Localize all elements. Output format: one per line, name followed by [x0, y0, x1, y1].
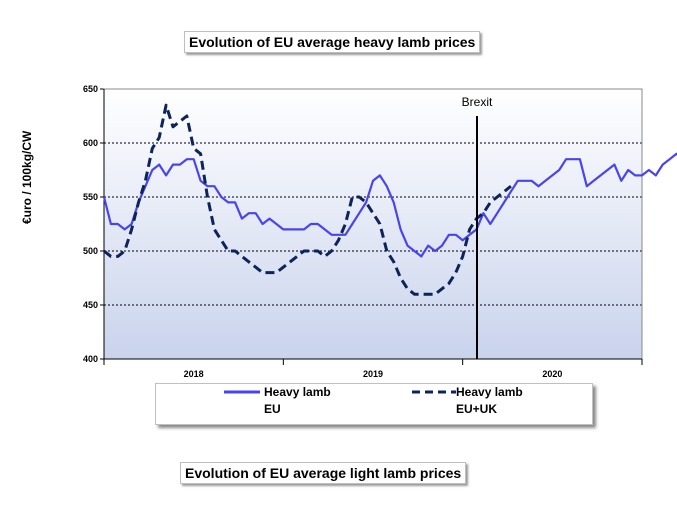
y-tick-label: 550: [83, 192, 98, 202]
x-tick-label: 2018: [184, 369, 204, 379]
legend-eu-label-1: Heavy lamb: [264, 385, 331, 399]
series-line-heavy-lamb-eu: [102, 152, 677, 258]
legend-euuk-label-2: EU+UK: [456, 402, 498, 416]
x-tick-label: 2020: [542, 369, 562, 379]
legend-euuk-swatch: [412, 390, 456, 394]
legend-eu-swatch: [224, 390, 260, 394]
y-tick-label: 600: [83, 138, 98, 148]
y-tick-label: 650: [83, 84, 98, 94]
y-tick-label: 450: [83, 300, 98, 310]
plot-background: [104, 89, 642, 359]
y-tick-label: 400: [83, 354, 98, 364]
chart-title: Evolution of EU average heavy lamb price…: [184, 31, 481, 53]
y-tick-label: 500: [83, 246, 98, 256]
series-line-heavy-lamb-euuk: [103, 103, 512, 296]
legend: Heavy lamb EU Heavy lamb EU+UK: [155, 383, 593, 425]
brexit-label: Brexit: [462, 95, 493, 109]
legend-eu-label-2: EU: [264, 402, 281, 416]
x-tick-label: 2019: [363, 369, 383, 379]
legend-euuk-label-1: Heavy lamb: [456, 385, 523, 399]
second-chart-title: Evolution of EU average light lamb price…: [180, 462, 467, 484]
y-axis-label: €uro / 100kg/CW: [20, 130, 34, 224]
